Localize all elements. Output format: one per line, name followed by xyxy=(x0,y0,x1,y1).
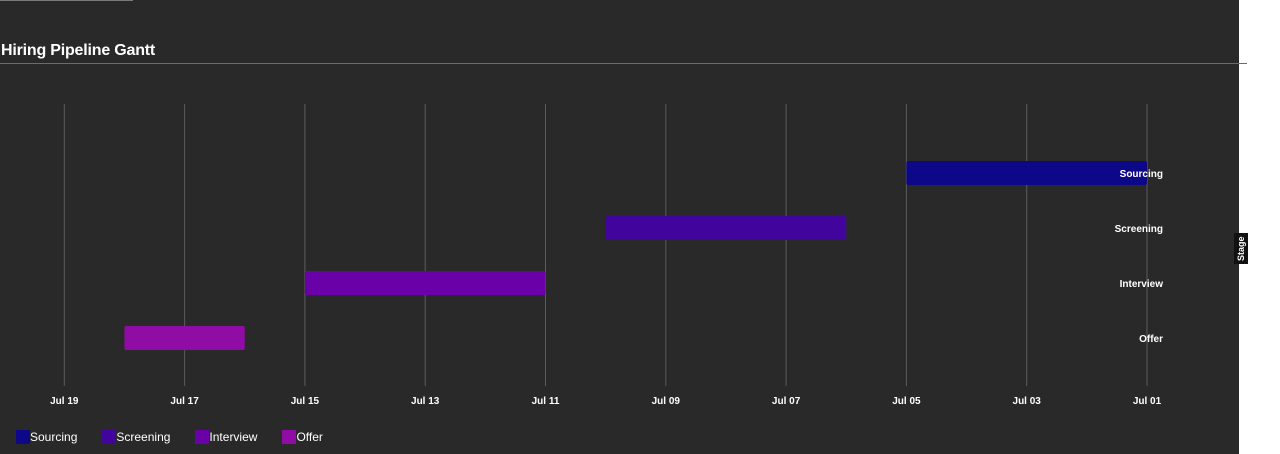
gantt-bar-offer[interactable] xyxy=(124,326,245,350)
x-tick-label: Jul 11 xyxy=(532,396,560,407)
legend: Sourcing Screening Interview Offer xyxy=(16,430,348,444)
x-tick-label: Jul 13 xyxy=(411,396,440,407)
legend-item-screening[interactable]: Screening xyxy=(102,430,170,444)
legend-label: Sourcing xyxy=(30,430,78,444)
stage-labels: Sourcing Screening Interview Offer xyxy=(1115,169,1164,345)
y-axis-label: Stage xyxy=(1236,236,1246,261)
x-axis-ticks: Jul 19 Jul 17 Jul 15 Jul 13 Jul 11 Jul 09 Jul … xyxy=(50,396,1161,407)
legend-label: Interview xyxy=(209,430,258,444)
gantt-bars xyxy=(124,161,1147,350)
legend-item-offer[interactable]: Offer xyxy=(282,430,323,444)
stage-label-interview: Interview xyxy=(1120,279,1164,290)
stage-label-screening: Screening xyxy=(1115,224,1163,235)
legend-item-interview[interactable]: Interview xyxy=(195,430,257,444)
grid-lines xyxy=(63,104,1148,386)
chart-title: Hiring Pipeline Gantt xyxy=(1,42,156,59)
legend-swatch xyxy=(102,430,117,444)
x-tick-label: Jul 15 xyxy=(291,396,320,407)
x-tick-label: Jul 07 xyxy=(772,396,801,407)
stage-label-sourcing: Sourcing xyxy=(1120,169,1163,180)
x-tick-label: Jul 19 xyxy=(50,396,79,407)
x-tick-label: Jul 17 xyxy=(170,396,199,407)
gantt-bar-sourcing[interactable] xyxy=(906,161,1147,185)
title-divider-stub xyxy=(1239,63,1247,64)
x-tick-label: Jul 05 xyxy=(892,396,921,407)
legend-swatch xyxy=(195,430,210,444)
x-tick-label: Jul 03 xyxy=(1013,396,1042,407)
gantt-bar-interview[interactable] xyxy=(304,271,546,295)
legend-item-sourcing[interactable]: Sourcing xyxy=(16,430,77,444)
legend-label: Offer xyxy=(296,430,323,444)
stage-label-offer: Offer xyxy=(1139,334,1163,345)
x-tick-label: Jul 09 xyxy=(652,396,681,407)
title-divider xyxy=(0,63,1239,64)
legend-label: Screening xyxy=(116,430,171,444)
gantt-bar-screening[interactable] xyxy=(605,216,847,240)
legend-swatch xyxy=(16,430,30,444)
top-tab-indicator xyxy=(0,0,133,1)
legend-swatch xyxy=(282,430,297,444)
x-tick-label: Jul 01 xyxy=(1133,396,1162,407)
y-axis-label-background xyxy=(1234,233,1248,264)
